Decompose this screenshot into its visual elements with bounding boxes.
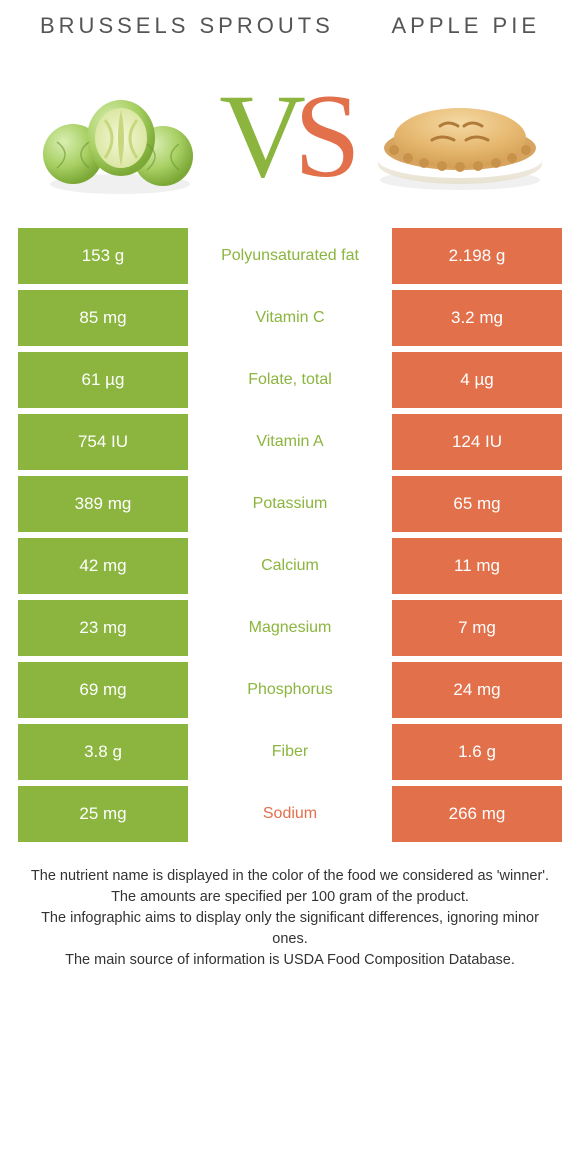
vs-v: V bbox=[219, 76, 306, 196]
food-left-image bbox=[30, 76, 210, 196]
right-value: 65 mg bbox=[392, 476, 562, 532]
footnote-line: The amounts are specified per 100 gram o… bbox=[30, 887, 550, 908]
table-row: 69 mgPhosphorus24 mg bbox=[18, 662, 562, 718]
footnote-line: The main source of information is USDA F… bbox=[30, 950, 550, 971]
table-row: 153 gPolyunsaturated fat2.198 g bbox=[18, 228, 562, 284]
footnote-line: The infographic aims to display only the… bbox=[30, 908, 550, 950]
table-row: 61 µgFolate, total4 µg bbox=[18, 352, 562, 408]
nutrient-label: Potassium bbox=[188, 476, 392, 532]
vs-s: S bbox=[294, 76, 361, 196]
nutrient-label: Phosphorus bbox=[188, 662, 392, 718]
table-row: 3.8 gFiber1.6 g bbox=[18, 724, 562, 780]
table-row: 25 mgSodium266 mg bbox=[18, 786, 562, 842]
nutrient-label: Folate, total bbox=[188, 352, 392, 408]
right-value: 3.2 mg bbox=[392, 290, 562, 346]
nutrient-label: Fiber bbox=[188, 724, 392, 780]
right-value: 4 µg bbox=[392, 352, 562, 408]
vs-label: V S bbox=[219, 76, 360, 196]
right-value: 124 IU bbox=[392, 414, 562, 470]
food-right-title: Apple pie bbox=[391, 12, 540, 40]
food-right-image bbox=[370, 76, 550, 196]
table-row: 754 IUVitamin A124 IU bbox=[18, 414, 562, 470]
food-left-title: Brussels sprouts bbox=[40, 12, 334, 40]
table-row: 85 mgVitamin C3.2 mg bbox=[18, 290, 562, 346]
left-value: 85 mg bbox=[18, 290, 188, 346]
table-row: 42 mgCalcium11 mg bbox=[18, 538, 562, 594]
left-value: 389 mg bbox=[18, 476, 188, 532]
left-value: 23 mg bbox=[18, 600, 188, 656]
right-value: 1.6 g bbox=[392, 724, 562, 780]
left-value: 25 mg bbox=[18, 786, 188, 842]
left-value: 3.8 g bbox=[18, 724, 188, 780]
nutrient-label: Vitamin C bbox=[188, 290, 392, 346]
nutrient-label: Magnesium bbox=[188, 600, 392, 656]
right-value: 266 mg bbox=[392, 786, 562, 842]
right-value: 24 mg bbox=[392, 662, 562, 718]
header: Brussels sprouts Apple pie bbox=[0, 0, 580, 40]
footnote-line: The nutrient name is displayed in the co… bbox=[30, 866, 550, 887]
nutrient-label: Sodium bbox=[188, 786, 392, 842]
nutrient-label: Calcium bbox=[188, 538, 392, 594]
footnotes: The nutrient name is displayed in the co… bbox=[0, 866, 580, 971]
left-value: 61 µg bbox=[18, 352, 188, 408]
left-value: 153 g bbox=[18, 228, 188, 284]
nutrient-label: Polyunsaturated fat bbox=[188, 228, 392, 284]
left-value: 754 IU bbox=[18, 414, 188, 470]
table-row: 23 mgMagnesium7 mg bbox=[18, 600, 562, 656]
comparison-table: 153 gPolyunsaturated fat2.198 g85 mgVita… bbox=[0, 228, 580, 848]
table-row: 389 mgPotassium65 mg bbox=[18, 476, 562, 532]
hero-row: V S bbox=[0, 40, 580, 228]
left-value: 69 mg bbox=[18, 662, 188, 718]
left-value: 42 mg bbox=[18, 538, 188, 594]
nutrient-label: Vitamin A bbox=[188, 414, 392, 470]
right-value: 7 mg bbox=[392, 600, 562, 656]
right-value: 11 mg bbox=[392, 538, 562, 594]
right-value: 2.198 g bbox=[392, 228, 562, 284]
